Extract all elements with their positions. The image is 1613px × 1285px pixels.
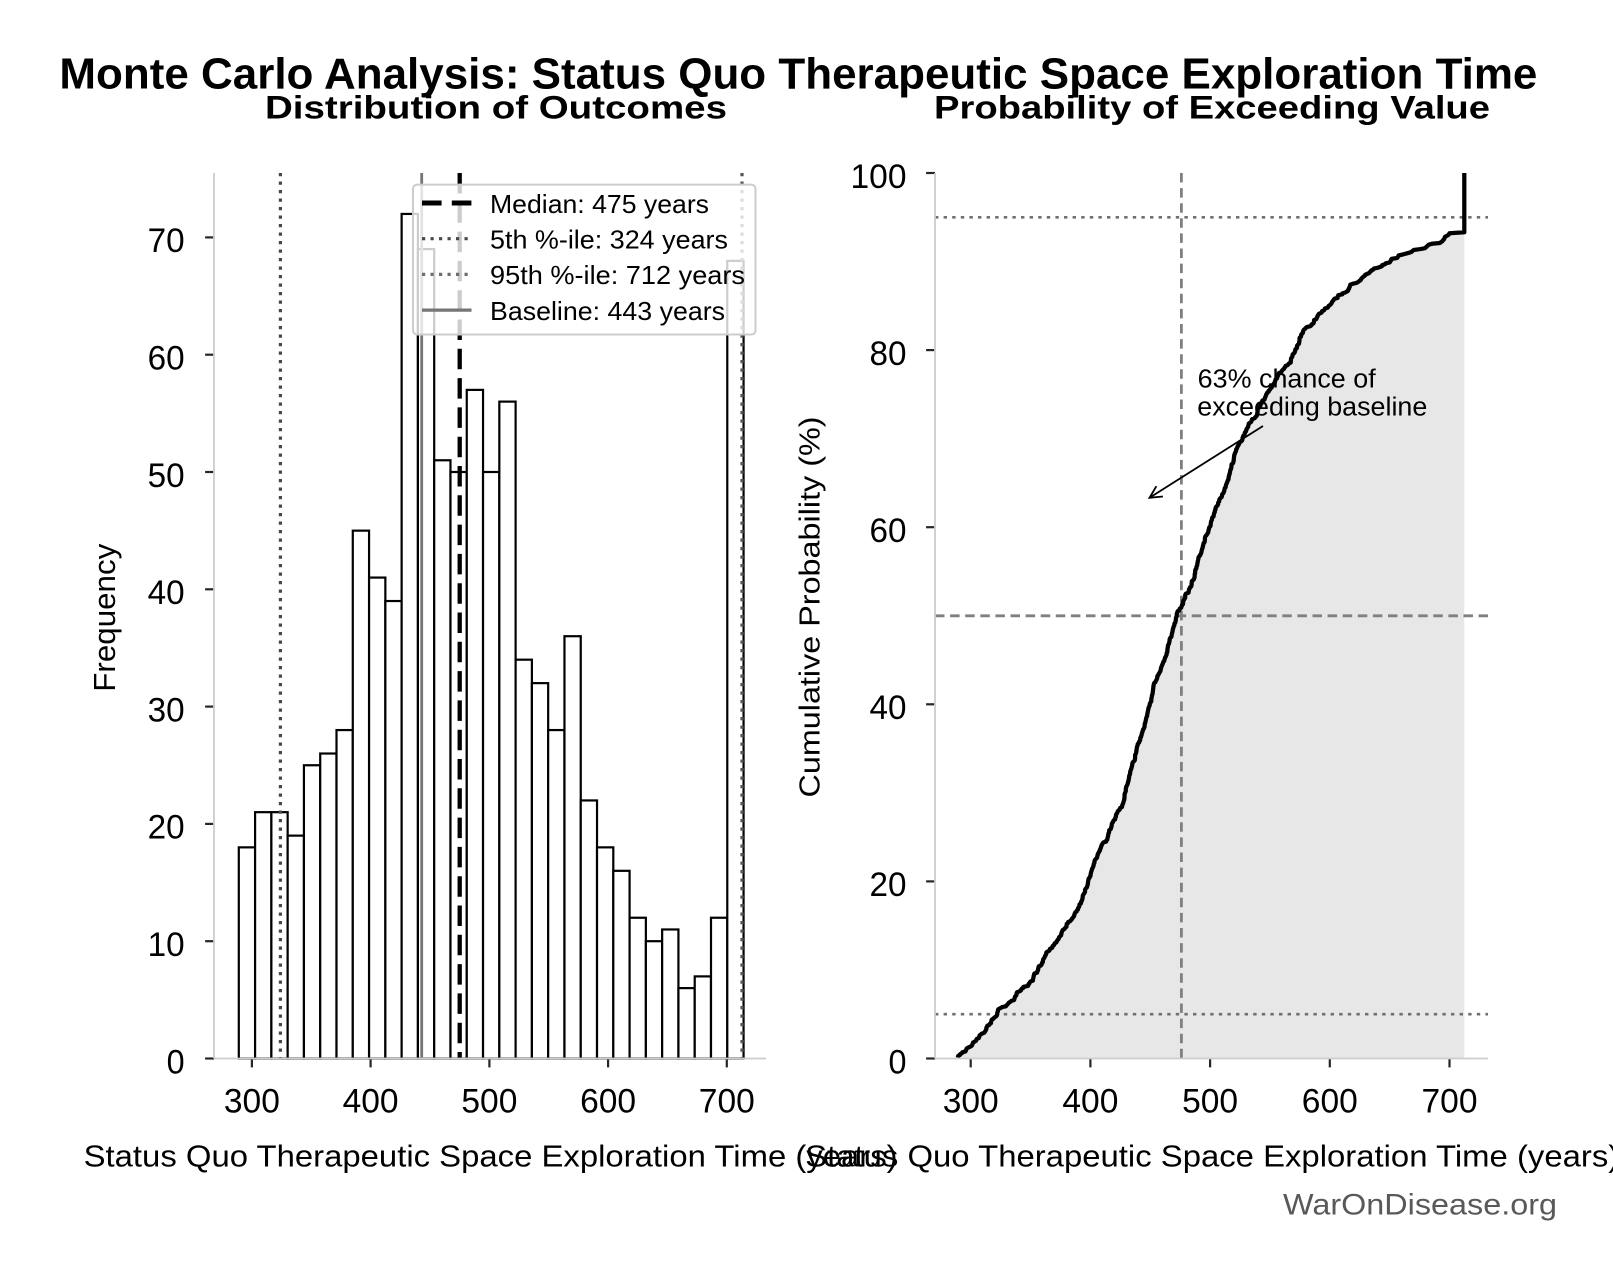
- svg-text:0: 0: [167, 1043, 185, 1081]
- svg-text:63% chance of: 63% chance of: [1198, 363, 1377, 393]
- svg-text:30: 30: [148, 691, 185, 729]
- svg-text:700: 700: [1422, 1083, 1478, 1121]
- svg-text:Median: 475 years: Median: 475 years: [490, 189, 709, 219]
- svg-text:300: 300: [943, 1083, 999, 1121]
- svg-text:Status Quo Therapeutic Space E: Status Quo Therapeutic Space Exploration…: [805, 1140, 1613, 1174]
- svg-text:0: 0: [889, 1043, 907, 1081]
- svg-text:60: 60: [870, 512, 907, 550]
- svg-text:50: 50: [148, 457, 185, 495]
- svg-text:95th %-ile: 712 years: 95th %-ile: 712 years: [490, 260, 745, 290]
- svg-text:Frequency: Frequency: [88, 543, 122, 692]
- svg-text:600: 600: [580, 1083, 636, 1121]
- svg-text:400: 400: [1062, 1083, 1118, 1121]
- svg-text:Baseline: 443 years: Baseline: 443 years: [490, 296, 725, 326]
- svg-text:400: 400: [343, 1083, 399, 1121]
- svg-text:300: 300: [224, 1083, 280, 1121]
- svg-text:Cumulative Probability (%): Cumulative Probability (%): [795, 417, 827, 798]
- svg-text:700: 700: [699, 1083, 755, 1121]
- svg-text:5th %-ile: 324 years: 5th %-ile: 324 years: [490, 225, 728, 255]
- svg-text:70: 70: [148, 222, 185, 260]
- svg-text:20: 20: [870, 866, 907, 904]
- svg-text:500: 500: [1182, 1083, 1238, 1121]
- svg-text:40: 40: [148, 574, 185, 612]
- svg-text:500: 500: [461, 1083, 517, 1121]
- svg-text:40: 40: [870, 689, 907, 727]
- svg-text:exceeding baseline: exceeding baseline: [1197, 392, 1427, 422]
- svg-text:600: 600: [1302, 1083, 1358, 1121]
- svg-text:Monte Carlo Analysis: Status Q: Monte Carlo Analysis: Status Quo Therape…: [59, 50, 1537, 99]
- svg-text:Status Quo Therapeutic Space E: Status Quo Therapeutic Space Exploration…: [84, 1140, 898, 1174]
- svg-text:Probability of Exceeding Value: Probability of Exceeding Value: [934, 90, 1490, 126]
- svg-text:60: 60: [148, 340, 185, 378]
- svg-text:20: 20: [148, 809, 185, 847]
- svg-text:WarOnDisease.org: WarOnDisease.org: [1283, 1189, 1557, 1222]
- svg-text:Distribution of Outcomes: Distribution of Outcomes: [265, 90, 727, 126]
- svg-text:10: 10: [148, 926, 185, 964]
- svg-text:100: 100: [851, 158, 907, 196]
- svg-text:80: 80: [870, 335, 907, 373]
